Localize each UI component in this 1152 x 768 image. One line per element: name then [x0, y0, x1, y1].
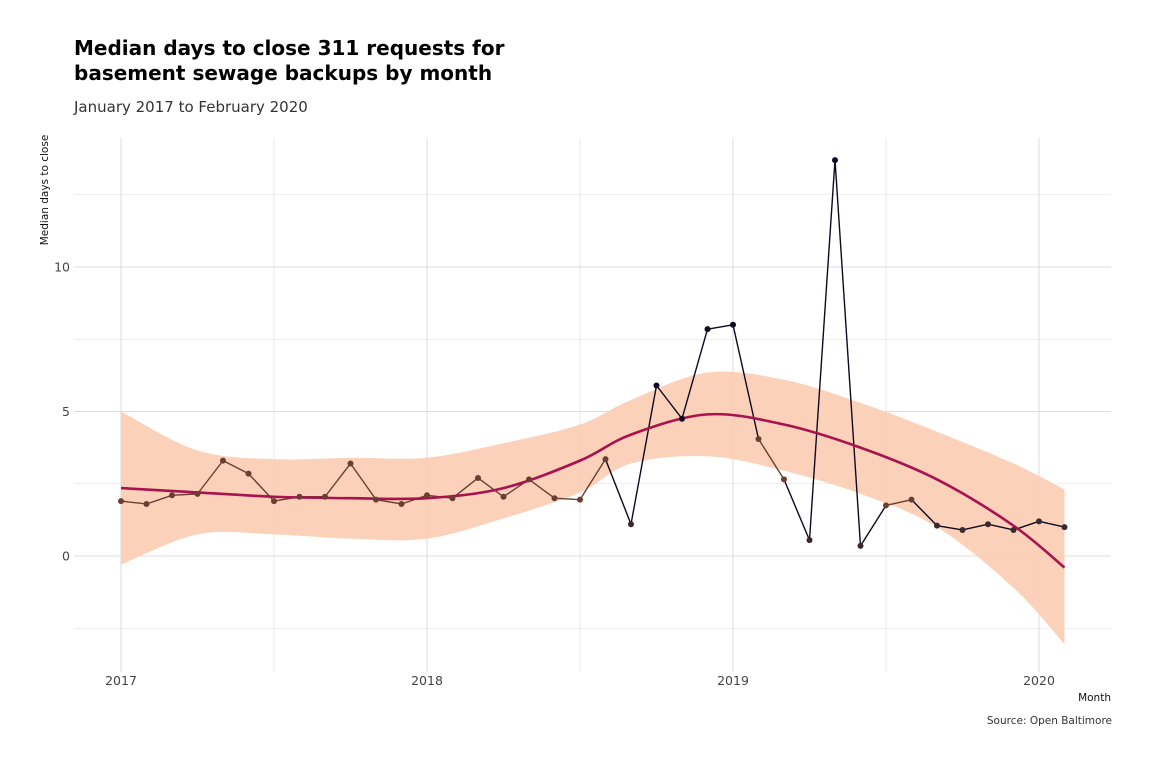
- line-segment: [987, 523, 1014, 531]
- data-line: [120, 160, 1065, 547]
- data-point: [245, 470, 252, 477]
- line-segment: [834, 160, 862, 546]
- data-point: [475, 474, 481, 481]
- line-segment: [707, 324, 734, 330]
- x-axis-label: Month: [1078, 692, 1111, 704]
- data-point: [398, 500, 405, 507]
- data-point: [908, 496, 915, 503]
- data-point: [347, 460, 354, 467]
- x-tick-label: 2018: [411, 673, 443, 688]
- data-point: [781, 476, 787, 483]
- data-point: [169, 492, 175, 499]
- x-tick-label: 2020: [1023, 673, 1055, 688]
- data-point: [857, 542, 864, 549]
- line-segment: [579, 458, 607, 501]
- data-points: [118, 157, 1068, 549]
- line-segment: [655, 385, 683, 420]
- data-point: [526, 476, 532, 483]
- line-segment: [120, 500, 147, 505]
- data-point: [449, 495, 456, 502]
- line-segment: [732, 324, 760, 440]
- data-point: [118, 498, 124, 505]
- data-point: [1061, 524, 1068, 531]
- y-tick-label: 5: [62, 404, 70, 419]
- chart-subtitle: January 2017 to February 2020: [74, 98, 308, 116]
- x-tick-label: 2019: [717, 673, 749, 688]
- line-segment: [604, 458, 632, 525]
- line-segment: [757, 438, 785, 480]
- x-axis-ticks: 2017 2018 2019 2020: [105, 673, 1055, 688]
- line-segment: [630, 385, 658, 525]
- data-point: [271, 498, 277, 505]
- data-point: [985, 521, 991, 528]
- data-point: [679, 415, 685, 422]
- line-segment: [477, 477, 504, 498]
- line-segment: [808, 160, 836, 541]
- y-tick-label: 0: [62, 549, 70, 564]
- line-segment: [375, 498, 402, 505]
- grid-lines: [74, 138, 1111, 672]
- data-point: [704, 326, 711, 333]
- line-segment: [222, 460, 249, 475]
- data-point: [577, 496, 583, 503]
- data-point: [602, 456, 609, 463]
- y-tick-label: 10: [54, 260, 70, 275]
- data-point: [806, 537, 813, 544]
- y-axis-label: Median days to close: [39, 135, 51, 246]
- data-point: [959, 526, 966, 533]
- data-point: [143, 500, 150, 507]
- smooth-trend-line: [120, 412, 1066, 569]
- y-axis-ticks: 0 5 10: [54, 260, 70, 564]
- source-caption: Source: Open Baltimore: [986, 715, 1112, 727]
- line-segment: [859, 505, 887, 547]
- line-segment: [936, 524, 963, 531]
- line-segment: [911, 499, 938, 527]
- data-point: [322, 493, 328, 500]
- line-segment: [681, 328, 709, 419]
- line-segment: [962, 523, 989, 531]
- chart-title: Median days to close 311 requests for ba…: [74, 36, 505, 85]
- confidence-band: [121, 371, 1065, 645]
- line-segment: [349, 463, 377, 501]
- line-segment: [783, 479, 811, 541]
- data-point: [934, 522, 940, 529]
- data-point: [424, 492, 430, 499]
- line-segment: [528, 478, 555, 499]
- data-point: [1010, 526, 1017, 533]
- data-point: [500, 493, 507, 500]
- data-point: [373, 496, 379, 503]
- data-point: [220, 457, 226, 464]
- line-segment: [196, 460, 224, 495]
- line-segment: [885, 498, 912, 507]
- data-point: [296, 493, 303, 500]
- data-point: [551, 495, 558, 502]
- data-point: [755, 435, 762, 442]
- data-point: [730, 321, 736, 328]
- data-point: [1036, 518, 1042, 525]
- data-point: [653, 382, 660, 389]
- data-point: [883, 502, 889, 509]
- data-point: [628, 521, 634, 528]
- x-tick-label: 2017: [105, 673, 137, 688]
- data-point: [832, 157, 838, 164]
- line-segment: [554, 497, 581, 501]
- line-segment: [171, 493, 198, 497]
- data-point: [194, 490, 201, 497]
- line-segment: [1038, 520, 1065, 528]
- line-segment: [146, 494, 173, 505]
- line-segment: [324, 463, 352, 498]
